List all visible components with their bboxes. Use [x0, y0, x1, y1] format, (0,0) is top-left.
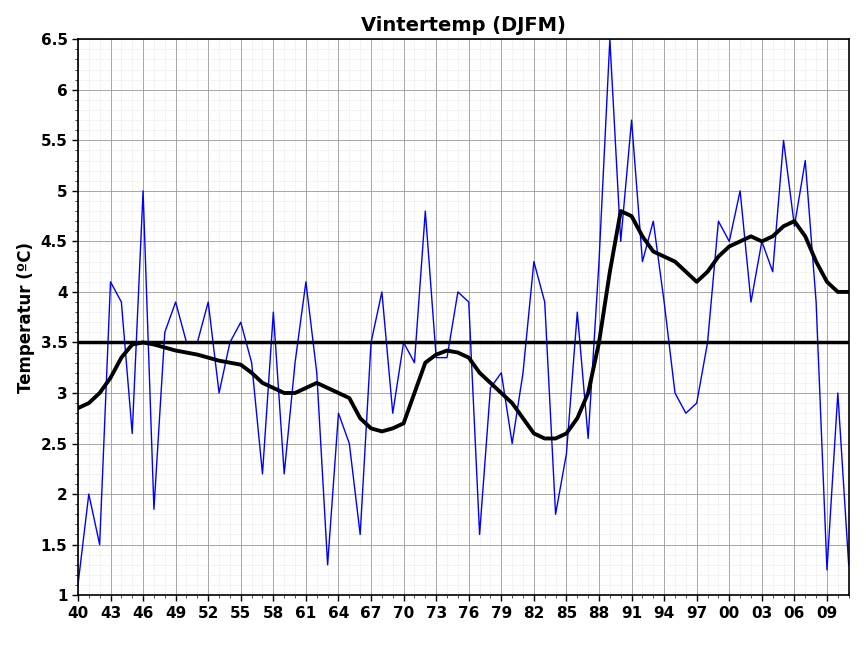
Title: Vintertemp (DJFM): Vintertemp (DJFM)	[361, 16, 565, 35]
Y-axis label: Temperatur (ºC): Temperatur (ºC)	[17, 242, 35, 392]
